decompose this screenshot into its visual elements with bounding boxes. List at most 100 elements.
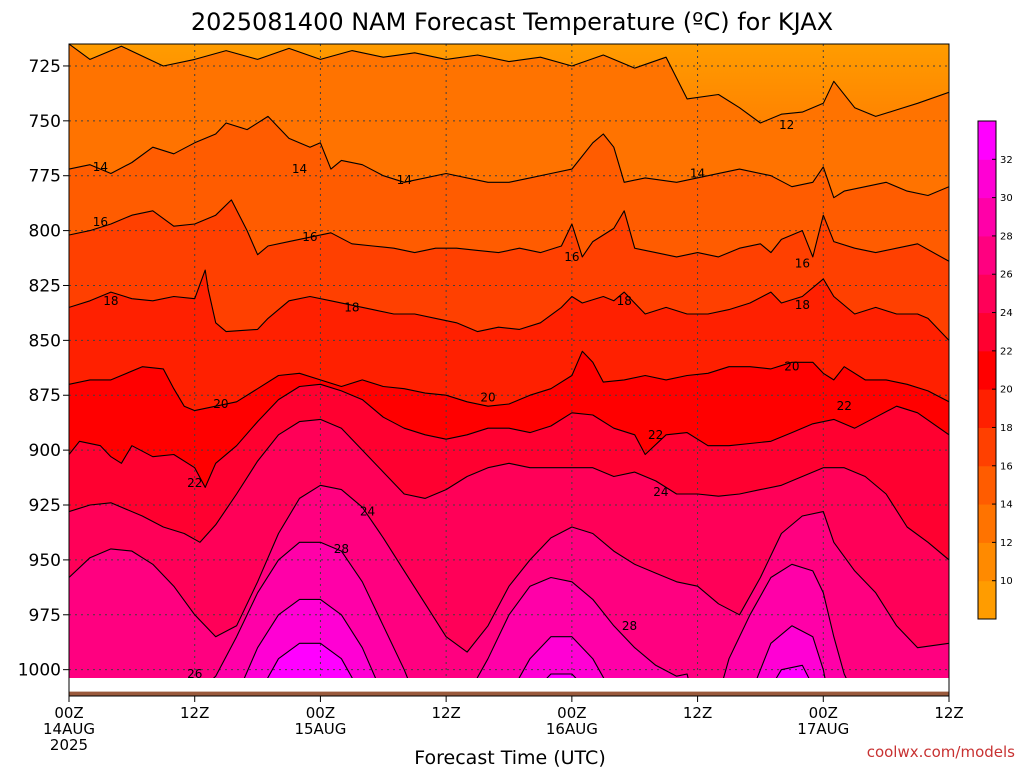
isotherm-label-16-1: 16 (302, 230, 317, 244)
colorbar-swatch-32 (978, 121, 996, 160)
temperature-band-30-13 (757, 625, 825, 678)
temperature-band-32-14 (267, 643, 353, 678)
colorbar-label-14: 14 (1000, 500, 1013, 511)
y-tick-label-950: 950 (29, 551, 61, 571)
y-tick-label-1000: 1000 (18, 661, 61, 681)
y-tick-label-725: 725 (29, 57, 61, 77)
isotherm-28-9 (476, 576, 689, 678)
x-tick-label-12-0: 12Z (180, 704, 209, 722)
colorbar-label-32: 32 (1000, 155, 1013, 166)
colorbar-swatch-22 (978, 312, 996, 352)
isotherm-label-20-1: 20 (480, 390, 495, 404)
isotherm-32-15 (546, 673, 577, 678)
isotherm-14-1 (69, 115, 949, 199)
x-tick-label-0-0: 00Z (54, 704, 83, 722)
isotherm-label-12-0: 12 (779, 118, 794, 132)
isotherm-label-16-0: 16 (93, 215, 108, 229)
temperature-band-30-12 (519, 636, 604, 678)
isotherm-18-3 (69, 269, 949, 341)
temperature-fills (69, 44, 949, 678)
colorbar-swatch-24 (978, 274, 996, 314)
x-tick-label-0-2: 2025 (50, 736, 88, 754)
colorbar-swatch-12 (978, 504, 996, 543)
y-tick-label-800: 800 (29, 222, 61, 242)
colorbar-label-10: 10 (1000, 576, 1013, 587)
colorbar-label-28: 28 (1000, 231, 1013, 242)
isotherm-label-22-2: 22 (837, 399, 852, 413)
isotherm-label-18-1: 18 (344, 300, 359, 314)
y-tick-label-825: 825 (29, 276, 61, 296)
colorbar-label-22: 22 (1000, 346, 1013, 357)
x-tick-label-60-0: 12Z (683, 704, 712, 722)
temperature-band-32-16 (776, 665, 809, 678)
colorbar-swatch-10 (978, 542, 996, 582)
isotherm-label-20-0: 20 (213, 397, 228, 411)
chart-title: 2025081400 NAM Forecast Temperature (ºC)… (191, 8, 833, 36)
y-tick-label-775: 775 (29, 167, 61, 187)
isotherm-12-0 (69, 44, 949, 124)
y-tick-label-875: 875 (29, 386, 61, 406)
y-tick-label-850: 850 (29, 331, 61, 351)
isotherm-label-16-2: 16 (564, 250, 579, 264)
y-tick-label-900: 900 (29, 441, 61, 461)
temperature-band-32-15 (547, 674, 576, 678)
colorbar-label-26: 26 (1000, 270, 1013, 281)
plot-area: 12 14 14 14 14 16 16 16 16 18 18 18 18 20 20 20 22 22 22 24… (68, 43, 950, 697)
colorbar-frame (977, 120, 997, 620)
x-tick-label-36-0: 12Z (431, 704, 460, 722)
x-tick-label-24-0: 00Z (306, 704, 335, 722)
isotherm-26-7 (69, 484, 949, 653)
isotherm-label-14-0: 14 (93, 160, 108, 174)
isotherm-label-18-3: 18 (795, 298, 810, 312)
colorbar-swatch-18 (978, 389, 996, 428)
y-axis: 725 750 775 800 825 850 875 900 925 950 975 1000 (18, 57, 69, 681)
colorbar-label-20: 20 (1000, 385, 1013, 396)
colorbar-label-18: 18 (1000, 423, 1013, 434)
isotherm-22-5 (69, 383, 949, 488)
temperature-band-30-11 (244, 599, 376, 678)
colorbar-swatch-26 (978, 235, 996, 275)
isotherm-32-16 (775, 664, 810, 678)
colorbar-label-16: 16 (1000, 461, 1013, 472)
colorbar-label-30: 30 (1000, 193, 1013, 204)
x-axis-label: Forecast Time (UTC) (414, 747, 605, 768)
isotherm-30-13 (756, 625, 826, 678)
temperature-band-28-9 (477, 577, 689, 678)
colorbar-label-24: 24 (1000, 308, 1013, 319)
isotherm-32-14 (267, 642, 353, 678)
colorbar-swatch-14 (978, 465, 996, 505)
isotherm-28-10 (722, 563, 847, 678)
isotherm-label-22-0: 22 (187, 476, 202, 490)
isotherm-label-14-2: 14 (397, 173, 412, 187)
ground-surface (69, 691, 949, 696)
x-tick-label-0-1: 14AUG (43, 720, 95, 738)
isotherm-labels: 12 14 14 14 14 16 16 16 16 18 18 18 18 20 20 20 22 22 22 24… (93, 118, 852, 681)
x-tick-label-48-0: 00Z (557, 704, 586, 722)
isotherm-label-16-3: 16 (795, 257, 810, 271)
isotherm-label-14-3: 14 (690, 167, 705, 181)
x-tick-label-24-1: 15AUG (294, 720, 346, 738)
credit-link[interactable]: coolwx.com/models (867, 743, 1015, 761)
plot-frame (68, 43, 950, 697)
colorbar-swatch-30 (978, 159, 996, 199)
isotherm-label-14-1: 14 (292, 162, 307, 176)
isotherm-lines (69, 44, 949, 678)
isotherm-label-28-1: 28 (334, 542, 349, 556)
isotherm-label-26-0: 26 (187, 667, 202, 681)
isotherm-label-24-1: 24 (653, 485, 668, 499)
isotherm-label-20-2: 20 (784, 360, 799, 374)
isotherm-16-2 (69, 199, 949, 262)
isotherm-20-4 (69, 350, 949, 412)
colorbar-swatch-8 (978, 580, 996, 620)
x-tick-label-72-0: 00Z (809, 704, 838, 722)
isotherm-label-24-0: 24 (360, 505, 375, 519)
x-tick-label-72-1: 17AUG (797, 720, 849, 738)
isotherm-28-8 (212, 541, 409, 678)
colorbar-swatch-28 (978, 197, 996, 237)
y-tick-label-975: 975 (29, 606, 61, 626)
x-tick-label-48-1: 16AUG (546, 720, 598, 738)
isotherm-30-12 (518, 636, 605, 678)
y-tick-label-925: 925 (29, 496, 61, 516)
